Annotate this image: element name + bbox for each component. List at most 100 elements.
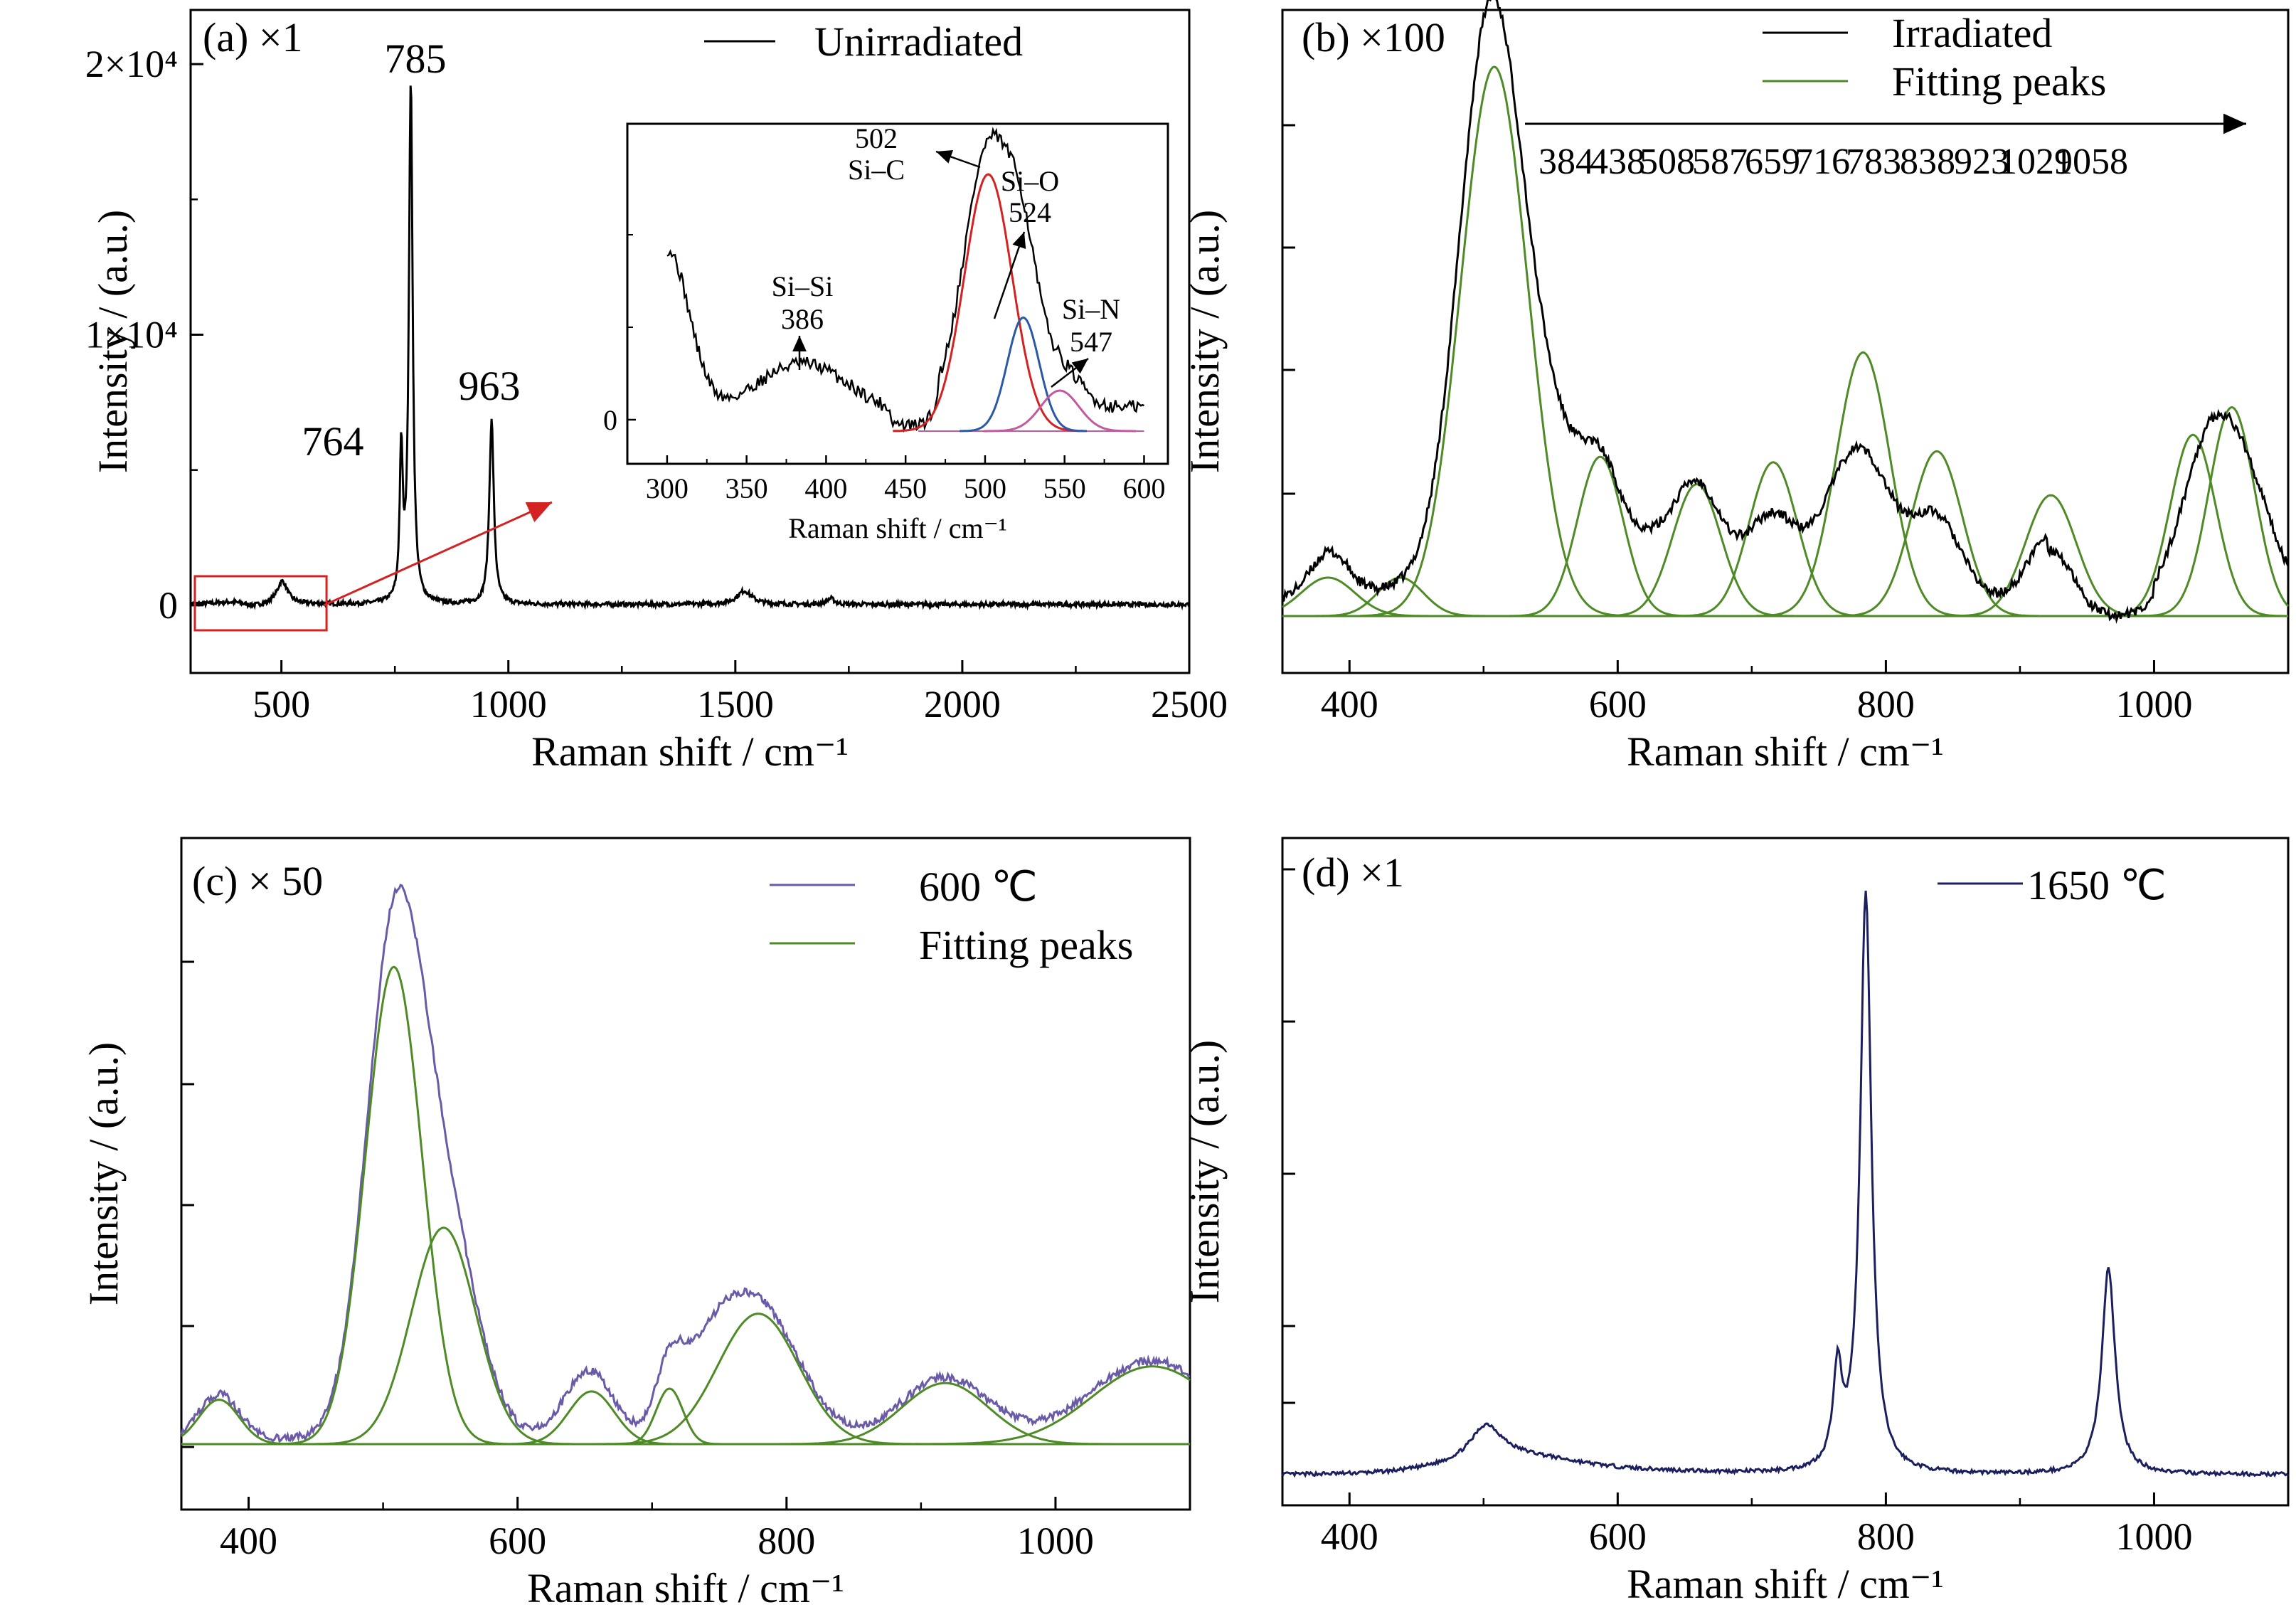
inset-spectrum-line: [666, 127, 1144, 433]
y-axis-label: Intensity / (a.u.): [90, 210, 136, 473]
peak-list-arrow-head: [2223, 113, 2246, 134]
peak-list-value: 587: [1692, 142, 1748, 182]
panel-a-frame: [189, 9, 1191, 674]
panels: 500 1000 1500 2000 2500 0 1×10⁴ 2×10⁴ Raman shif…: [80, 0, 2290, 1611]
peak-list-value: 783: [1846, 142, 1901, 182]
legend-label-600c: 600 ℃: [919, 864, 1038, 910]
inset-fit-peak-547: [983, 389, 1137, 433]
peak-list-value: 716: [1795, 142, 1850, 182]
panel-a: 500 1000 1500 2000 2500 0 1×10⁴ 2×10⁴ Raman shif…: [85, 9, 1228, 775]
inset-x-tick-label: 400: [804, 472, 847, 504]
fit-peak-508: [280, 965, 507, 1446]
peak-list-value: 659: [1745, 142, 1800, 182]
x-tick-label: 400: [220, 1520, 277, 1562]
peak-label-963: 963: [459, 363, 521, 409]
fit-peak-779: [597, 1313, 920, 1446]
x-tick-label: 600: [489, 1520, 546, 1562]
peak-label-785: 785: [385, 36, 447, 82]
panel-d-label: (d) ×1: [1302, 849, 1404, 896]
inset-frame: [626, 122, 1169, 465]
x-axis-label: Raman shift / cm⁻¹: [1627, 1561, 1944, 1607]
fit-peak-659: [1600, 483, 1794, 617]
legend-label-unirradiated: Unirradiated: [814, 18, 1023, 65]
legend-label-fitting-peaks: Fitting peaks: [1892, 58, 2106, 105]
x-tick-label: 500: [253, 683, 310, 726]
inset-arrow-524-head: [1012, 232, 1026, 250]
inset-arrow-386-head: [792, 336, 807, 351]
inset-x-tick-label: 500: [964, 472, 1006, 504]
fit-peak-438: [1309, 576, 1492, 617]
zoom-arrow: [323, 501, 553, 607]
zoom-arrow-head: [525, 502, 552, 522]
fit-peak-587: [1509, 455, 1691, 617]
inset-x-axis-label: Raman shift / cm⁻¹: [788, 512, 1007, 544]
y-tick-label: 0: [159, 584, 178, 627]
x-axis-label: Raman shift / cm⁻¹: [527, 1565, 844, 1611]
fit-peak-1072: [910, 1365, 1191, 1446]
x-tick-label: 600: [1589, 683, 1647, 726]
inset-x-tick-label: 300: [646, 472, 689, 504]
fit-peak-384: [1282, 576, 1435, 617]
fit-peak-923: [1949, 494, 2153, 617]
fit-peak-918: [772, 1382, 1117, 1446]
x-tick-label: 1000: [1017, 1520, 1094, 1562]
peak-list-value: 923: [1954, 142, 2009, 182]
y-tick-label: 2×10⁴: [85, 43, 178, 85]
x-tick-label: 400: [1321, 1515, 1378, 1558]
fit-peak-545: [314, 1226, 573, 1446]
y-axis-label: Intensity / (a.u.): [80, 1042, 127, 1305]
peak-list-value: 438: [1590, 142, 1645, 182]
inset-fit-peak-502: [893, 173, 1084, 433]
x-tick-label: 2000: [924, 683, 1001, 726]
x-tick-label: 1500: [697, 683, 774, 726]
x-tick-label: 2500: [1151, 683, 1228, 726]
peak-list-value: 1029: [1999, 142, 2073, 182]
x-tick-label: 1000: [470, 683, 547, 726]
y-axis-label: Intensity / (a.u.): [1181, 1040, 1228, 1303]
x-axis-label: Raman shift / cm⁻¹: [1627, 728, 1944, 775]
peak-list-value: 508: [1639, 142, 1695, 182]
spectrum-600c-line: [180, 884, 1191, 1443]
y-tick-label: 1×10⁴: [85, 313, 178, 356]
peak-list-value: 838: [1900, 142, 1955, 182]
fit-peak-655: [500, 1390, 684, 1446]
legend-label-irradiated: Irradiated: [1892, 10, 2052, 56]
panel-b: 400 600 800 1000 Raman shift / cm⁻¹ Intensity…: [1181, 0, 2290, 775]
peak-list-value: 1058: [2054, 142, 2128, 182]
panel-b-frame: [1281, 9, 2290, 674]
spectrum-1650c-line: [1281, 891, 2290, 1478]
inset-annotation-si-si: Si–Si: [772, 270, 834, 302]
panel-d-frame: [1281, 837, 2290, 1507]
panel-b-label: (b) ×100: [1302, 14, 1445, 60]
legend-label-1650c: 1650 ℃: [2027, 862, 2167, 908]
inset-annotation-si-n: Si–N: [1062, 293, 1120, 325]
inset-y-tick-label: 0: [603, 404, 617, 436]
x-tick-label: 400: [1321, 683, 1378, 726]
peak-list-value: 384: [1538, 142, 1594, 182]
panel-c: 400 600 800 1000 Raman shift / cm⁻¹ Intensity…: [80, 837, 1191, 1611]
inset-arrow-502-head: [936, 150, 954, 164]
fit-peak-378: [181, 1399, 300, 1446]
x-tick-label: 1000: [2115, 1515, 2192, 1558]
inset-x-tick-label: 550: [1043, 472, 1086, 504]
y-axis-label: Intensity / (a.u.): [1181, 210, 1228, 473]
x-tick-label: 800: [1857, 683, 1915, 726]
inset-fit-peak-524: [960, 316, 1087, 433]
inset-x-tick-label: 450: [884, 472, 927, 504]
peak-label-764: 764: [302, 418, 364, 465]
inset-annotation-si-c: Si–C: [848, 154, 905, 186]
x-tick-label: 600: [1589, 1515, 1647, 1558]
irradiated-spectrum-line: [1282, 0, 2290, 625]
inset-annotation-502: 502: [855, 122, 898, 154]
x-tick-label: 1000: [2115, 683, 2192, 726]
panel-a-label: (a) ×1: [203, 14, 303, 60]
fit-peak-713: [615, 1387, 723, 1446]
inset: 300 350 400 450 500 550 600 0 Raman shift / cm⁻¹…: [603, 122, 1169, 544]
inset-x-tick-label: 600: [1122, 472, 1165, 504]
panel-c-frame: [180, 837, 1191, 1511]
panel-d: 400 600 800 1000 Raman shift / cm⁻¹ Intensity…: [1181, 837, 2290, 1607]
unirradiated-spectrum-line: [189, 85, 1190, 611]
inset-arrow-547-head: [1071, 359, 1088, 374]
fit-peak-716: [1676, 461, 1870, 617]
